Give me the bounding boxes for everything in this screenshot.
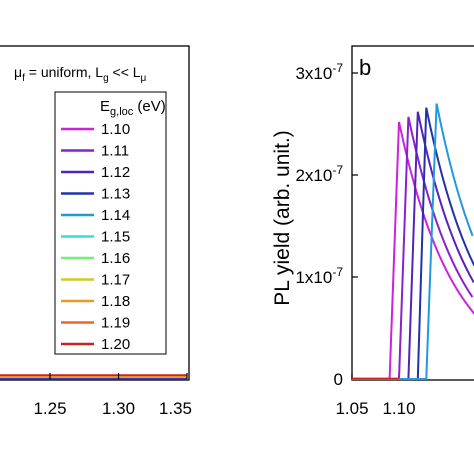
panel-b-series-line-1.11 [352,116,474,380]
annotation-text2: << L [109,64,141,80]
panel-b-plot-lines [352,103,474,380]
y-axis-label: PL yield (arb. unit.) [271,130,294,305]
panel-a-x-tick-label: 1.30 [102,399,135,418]
legend-title-main: E [100,98,110,115]
panel-b: PL yield (arb. unit.) b 0 1x10-7 2x10-7 3x1… [271,45,474,418]
legend-label-1.18: 1.18 [101,293,130,310]
legend-label-1.12: 1.12 [101,164,130,181]
panel-b-y-tick-label: 2x10-7 [295,163,343,185]
panel-b-y-tick-label: 0 [334,370,343,389]
annotation-mu: μ [14,64,22,80]
panel-b-y-ticks: 0 1x10-7 2x10-7 3x10-7 [295,61,358,389]
annotation-mu-sub2: μ [141,73,147,84]
legend-label-1.19: 1.19 [101,315,130,332]
annotation-mu-sub: f [22,73,25,84]
panel-b-y-tick-label: 3x10-7 [295,61,343,83]
panel-b-frame [351,45,474,381]
legend-title-sub: g,loc [110,106,134,118]
panel-a: 1.25 1.30 1.35 μf = uniform, Lg << Lμ Eg,l… [0,45,192,418]
panel-b-series-line-1.12 [352,111,474,380]
panel-b-x-ticks: 1.05 1.10 [335,373,416,418]
panel-b-series-line-1.14 [352,103,474,380]
panel-b-label: b [359,55,371,80]
panel-a-annotation: μf = uniform, Lg << Lμ [14,64,147,84]
panel-b-series-line-1.10 [352,121,474,380]
panel-b-x-tick-label: 1.10 [382,399,415,418]
panel-a-x-tick-label: 1.25 [33,399,66,418]
legend-label-1.17: 1.17 [101,272,130,289]
legend-items: 1.10 1.11 1.12 1.13 1.14 1.15 1.16 1.17 1.18 1.19… [61,121,130,353]
legend-box [54,91,167,355]
annotation-text1: = uniform, L [25,64,103,80]
panel-a-x-ticks: 1.25 1.30 1.35 [33,373,192,418]
legend-label-1.20: 1.20 [101,336,130,353]
panel-b-x-tick-label: 1.05 [335,399,368,418]
legend: Eg,loc (eV) 1.10 1.11 1.12 1.13 1.14 1.15 1.16… [54,91,167,355]
legend-label-1.16: 1.16 [101,250,130,267]
panel-b-series-line-1.13 [352,107,474,380]
legend-label-1.14: 1.14 [101,207,130,224]
annotation-g-sub: g [103,73,109,84]
legend-label-1.10: 1.10 [101,121,130,138]
legend-title: Eg,loc (eV) [100,98,166,118]
legend-label-1.15: 1.15 [101,229,130,246]
panel-a-x-tick-label: 1.35 [159,399,192,418]
panel-a-frame [0,45,190,381]
panel-b-y-tick-label: 1x10-7 [295,265,343,287]
panel-a-plot-lines [0,374,187,380]
legend-label-1.13: 1.13 [101,186,130,203]
legend-title-unit: (eV) [133,98,166,115]
legend-label-1.11: 1.11 [101,143,129,160]
